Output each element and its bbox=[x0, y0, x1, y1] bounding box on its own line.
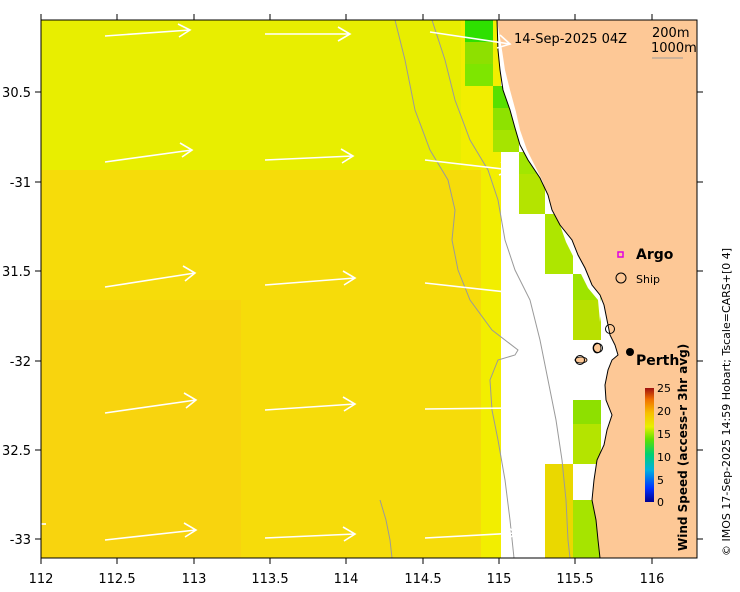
coastal-strip bbox=[600, 400, 612, 455]
wind-arrow bbox=[104, 23, 192, 38]
contour-legend-1000m: 1000m bbox=[651, 41, 697, 56]
x-tick-label: 112 bbox=[29, 572, 54, 587]
y-tick-label: -33 bbox=[10, 533, 31, 548]
perth-label: Perth bbox=[636, 353, 679, 369]
wind-arrow bbox=[104, 392, 198, 414]
contour-legend-200m: 200m bbox=[652, 26, 689, 41]
y-tick-label: -31 bbox=[10, 176, 31, 191]
plot-area[interactable]: Perth Argo Ship 14-Sep-2025 04Z 200m 100… bbox=[41, 20, 697, 558]
ship-marker[interactable] bbox=[575, 355, 585, 365]
colorbar-title: Wind Speed (access-r 3hr avg) bbox=[676, 344, 690, 551]
colorbar-ramp bbox=[645, 388, 654, 502]
colorbar-tick: 15 bbox=[657, 428, 671, 441]
plot-frame bbox=[40, 19, 698, 559]
y-tick-label: 32.5 bbox=[2, 444, 31, 459]
x-tick-label: 115.5 bbox=[556, 572, 593, 587]
contour-200m bbox=[431, 20, 571, 558]
wind-arrow bbox=[264, 526, 357, 542]
x-tick-label: 114 bbox=[334, 572, 359, 587]
perth-marker[interactable] bbox=[626, 348, 634, 356]
colorbar-tick: 20 bbox=[657, 405, 671, 418]
x-tick-labels: 112 112.5 113 113.5 114 114.5 115 115.5 … bbox=[29, 572, 665, 587]
x-tick-label: 112.5 bbox=[98, 572, 135, 587]
wind-field-band bbox=[41, 300, 241, 558]
wind-arrow bbox=[429, 31, 512, 49]
wind-arrow bbox=[265, 26, 352, 42]
x-axis bbox=[40, 14, 653, 564]
wind-arrow bbox=[104, 522, 198, 541]
ship-marker[interactable] bbox=[593, 343, 603, 353]
ship-marker[interactable] bbox=[605, 324, 615, 334]
x-tick-label: 114.5 bbox=[404, 572, 441, 587]
contour-1000m bbox=[379, 499, 393, 558]
y-tick-label: 31.5 bbox=[2, 265, 31, 280]
timestamp: 14-Sep-2025 04Z bbox=[514, 32, 627, 47]
x-tick-label: 113.5 bbox=[251, 572, 288, 587]
coastal-strip bbox=[560, 225, 602, 322]
colorbar-tick: 0 bbox=[657, 496, 664, 509]
credit-text: © IMOS 17-Sep-2025 14:59 Hobart; Tscale=… bbox=[720, 248, 733, 556]
colorbar-tick: 25 bbox=[657, 382, 671, 395]
argo-marker[interactable] bbox=[617, 251, 624, 258]
colorbar-tick: 10 bbox=[657, 451, 671, 464]
ship-label: Ship bbox=[636, 273, 660, 286]
wind-arrow bbox=[424, 159, 514, 176]
y-axis bbox=[35, 91, 703, 540]
wind-arrow bbox=[424, 525, 519, 541]
rottnest-island bbox=[574, 356, 588, 364]
land-mass bbox=[497, 20, 697, 558]
x-tick-label: 115 bbox=[487, 572, 512, 587]
x-tick-label: 113 bbox=[182, 572, 207, 587]
y-tick-label: 30.5 bbox=[2, 86, 31, 101]
contour-1000m bbox=[394, 20, 519, 558]
y-tick-label: -32 bbox=[10, 355, 31, 370]
wind-arrow bbox=[264, 396, 357, 412]
wind-arrow bbox=[264, 148, 355, 164]
wind-arrow bbox=[104, 265, 197, 288]
y-tick-labels: 30.5 -31 31.5 -32 32.5 -33 bbox=[2, 86, 31, 548]
wind-arrow bbox=[424, 282, 517, 299]
garden-island bbox=[592, 342, 602, 354]
x-tick-label: 116 bbox=[640, 572, 665, 587]
wind-arrows bbox=[41, 23, 519, 542]
wind-arrow bbox=[424, 400, 517, 416]
wind-arrow bbox=[264, 270, 357, 286]
wind-arrow bbox=[104, 142, 194, 163]
colorbar-tick: 5 bbox=[657, 474, 664, 487]
wind-field-band bbox=[41, 20, 461, 170]
coastline bbox=[496, 20, 619, 558]
argo-label: Argo bbox=[636, 247, 674, 263]
colorbar: 25 20 15 10 5 0 Wind Speed (access-r 3hr… bbox=[645, 344, 690, 551]
ship-legend-marker bbox=[615, 272, 627, 284]
